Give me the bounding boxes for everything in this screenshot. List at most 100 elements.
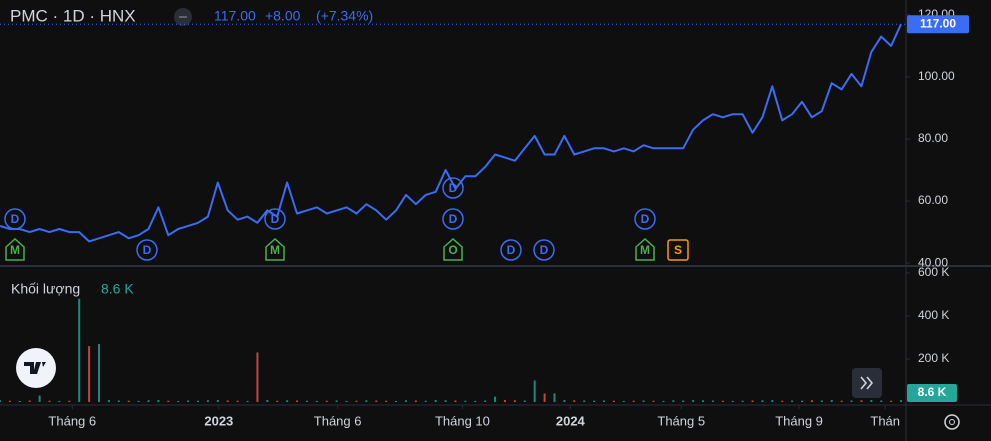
volume-bar (78, 298, 81, 402)
volume-bar (28, 400, 31, 402)
volume-bar (58, 400, 61, 402)
volume-bar (573, 400, 576, 402)
volume-bar (860, 400, 863, 402)
event-label: D (271, 212, 280, 226)
volume-bar (68, 400, 71, 402)
volume-bar (355, 400, 358, 402)
volume-bar (692, 400, 695, 402)
volume-tick-label: 200 K (918, 351, 949, 365)
volume-bar (325, 400, 328, 402)
volume-bar (474, 400, 477, 402)
y-tick-label: 100.00 (918, 69, 955, 83)
volume-bar (464, 400, 467, 402)
volume-bar (177, 400, 180, 402)
volume-bar (305, 400, 308, 402)
event-badge (264, 208, 286, 230)
last-price-label: 117.00 (920, 16, 956, 30)
volume-bar (870, 400, 873, 402)
volume-bar (454, 400, 457, 402)
volume-bar (0, 400, 1, 402)
y-tick-label: 40.00 (918, 255, 948, 269)
x-tick-label: Tháng 10 (435, 413, 490, 428)
volume-bar (296, 400, 299, 402)
volume-bar (761, 400, 764, 402)
volume-bar (18, 400, 21, 402)
event-label: M (10, 243, 20, 257)
event-badge (634, 208, 656, 230)
volume-bar (167, 400, 170, 402)
volume-bar (434, 400, 437, 402)
volume-bar (187, 400, 190, 402)
volume-title: Khối lượng (11, 281, 80, 297)
logo-mark (24, 362, 46, 374)
volume-bar (523, 400, 526, 402)
symbol-title: PMC · 1D · HNX (10, 6, 136, 25)
event-label: D (143, 243, 152, 257)
y-tick-label: 80.00 (918, 131, 948, 145)
header-change-pct: (+7.34%) (316, 8, 373, 24)
price-line (0, 23, 902, 243)
volume-last: 8.6 K (101, 281, 134, 297)
event-badge (5, 237, 25, 261)
event-badge (667, 239, 689, 261)
event-label: D (507, 243, 516, 257)
volume-bar (612, 400, 615, 402)
settings-icon-center[interactable] (949, 419, 955, 425)
x-tick-label: Thán (870, 413, 900, 428)
volume-bar (672, 400, 675, 402)
volume-bar (682, 400, 685, 402)
volume-bar (107, 400, 110, 402)
event-badge (442, 177, 464, 199)
volume-bar (741, 400, 744, 402)
volume-bar (216, 400, 219, 402)
event-label: D (11, 212, 20, 226)
volume-bar (731, 400, 734, 402)
event-label: M (270, 243, 280, 257)
volume-bar (840, 400, 843, 402)
volume-bar (503, 400, 506, 402)
volume-bar (890, 400, 893, 402)
volume-bar (533, 380, 536, 402)
event-badge (443, 237, 463, 261)
settings-icon[interactable] (944, 414, 960, 430)
volume-bar (751, 400, 754, 402)
event-badge (442, 208, 464, 230)
event-label: S (674, 243, 682, 257)
settings-button[interactable] (944, 414, 960, 430)
volume-bar (286, 400, 289, 402)
volume-bar (771, 400, 774, 402)
scroll-button-icon[interactable] (860, 376, 874, 390)
last-price-tag (907, 15, 969, 34)
volume-bar (345, 400, 348, 402)
volume-bar (315, 400, 318, 402)
event-label: D (540, 243, 549, 257)
events: D M D D M D D O D D D M S (4, 177, 689, 261)
event-label: O (448, 243, 457, 257)
volume-bar (553, 393, 556, 402)
x-tick-label: 2024 (556, 413, 586, 428)
volume-bar (622, 400, 625, 402)
volume-bar (543, 393, 546, 402)
volume-bar (236, 400, 239, 402)
volume-bar (395, 400, 398, 402)
volume-bar (563, 400, 566, 402)
scroll-button[interactable] (852, 368, 882, 398)
volume-bar (414, 400, 417, 402)
volume-bar (38, 395, 41, 402)
event-badge (265, 237, 285, 261)
header-price: 117.00 (214, 8, 256, 24)
event-badge (635, 237, 655, 261)
volume-bar (127, 400, 130, 402)
volume-bar (494, 396, 497, 402)
y-tick-label: 60.00 (918, 193, 948, 207)
x-tick-label: Tháng 6 (314, 413, 362, 428)
volume-bar (335, 400, 338, 402)
volume-bar (117, 400, 120, 402)
volume-bar (830, 400, 833, 402)
volume-bar (593, 400, 596, 402)
volume-bar (632, 400, 635, 402)
volume-bar (365, 400, 368, 402)
